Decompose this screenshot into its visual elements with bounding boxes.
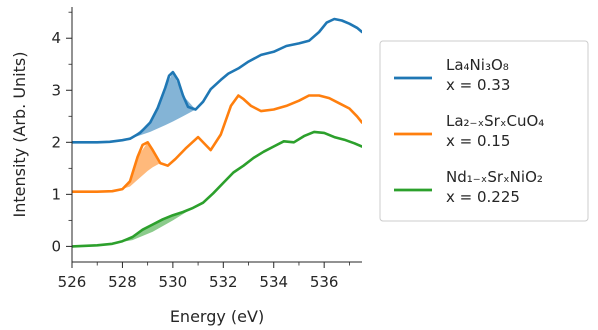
ticks: 526 528 530 532 534 536 0 1 2 3 4 <box>51 11 350 291</box>
x-tick-label: 526 <box>58 273 87 291</box>
legend-param-2: x = 0.225 <box>446 188 520 206</box>
legend: La₄Ni₃O₈ x = 0.33 La₂₋ₓSrₓCuO₄ x = 0.15 Nd₁₋… <box>379 40 589 222</box>
y-axis-label: Intensity (Arb. Units) <box>10 52 29 218</box>
axes <box>71 7 362 263</box>
series-line-2 <box>72 130 362 248</box>
legend-param-1: x = 0.15 <box>446 132 510 150</box>
y-tick-label: 0 <box>51 237 61 255</box>
series-line-0 <box>72 17 362 144</box>
legend-label-0: La₄Ni₃O₈ <box>446 56 509 74</box>
legend-frame <box>379 40 589 222</box>
y-tick-label: 3 <box>51 81 61 99</box>
legend-param-0: x = 0.33 <box>446 76 510 94</box>
x-axis-label: Energy (eV) <box>170 307 264 326</box>
y-tick-label: 4 <box>51 29 61 47</box>
y-tick-label: 2 <box>51 133 61 151</box>
x-tick-label: 528 <box>108 273 137 291</box>
legend-label-2: Nd₁₋ₓSrₓNiO₂ <box>446 168 543 186</box>
x-tick-label: 530 <box>159 273 188 291</box>
series-lines <box>72 17 362 248</box>
x-tick-label: 532 <box>209 273 238 291</box>
x-tick-label: 536 <box>310 273 339 291</box>
x-tick-label: 534 <box>259 273 288 291</box>
y-tick-label: 1 <box>51 185 61 203</box>
legend-label-1: La₂₋ₓSrₓCuO₄ <box>446 112 544 130</box>
prepeak-fill-0 <box>130 72 196 139</box>
series-line-1 <box>72 94 362 193</box>
